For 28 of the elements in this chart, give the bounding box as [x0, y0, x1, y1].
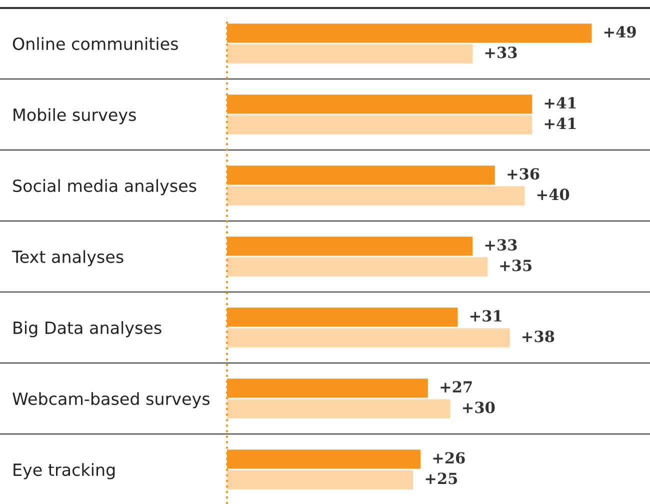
bar	[227, 257, 488, 276]
bar	[227, 328, 510, 348]
data-label: +38	[522, 330, 554, 342]
y-tick-label: Big Data analyses	[14, 321, 162, 338]
data-label: +27	[440, 381, 472, 392]
y-tick-label: Webcam-based surveys	[12, 392, 210, 408]
data-label: +49	[604, 26, 636, 38]
data-label: +26	[433, 452, 465, 464]
data-label: +31	[470, 310, 502, 322]
data-label: +30	[462, 402, 495, 414]
data-label: +25	[426, 472, 458, 484]
y-tick-label: Eye tracking	[14, 463, 115, 480]
bar	[227, 470, 414, 490]
bar	[227, 186, 525, 206]
bar	[227, 399, 450, 418]
bar	[227, 44, 473, 64]
data-label: +35	[500, 260, 532, 272]
y-tick-label: Social media analyses	[13, 179, 196, 196]
data-label: +33	[485, 46, 517, 58]
y-tick-label: Mobile surveys	[14, 108, 136, 124]
data-label: +36	[508, 168, 540, 180]
data-label: +33	[485, 239, 517, 251]
y-tick-label: Online communities	[12, 37, 178, 50]
data-label: +41	[544, 118, 576, 130]
data-label: +40	[537, 188, 570, 200]
data-label: +41	[544, 97, 576, 108]
y-tick-label: Text analyses	[12, 250, 124, 266]
bar	[227, 115, 532, 134]
